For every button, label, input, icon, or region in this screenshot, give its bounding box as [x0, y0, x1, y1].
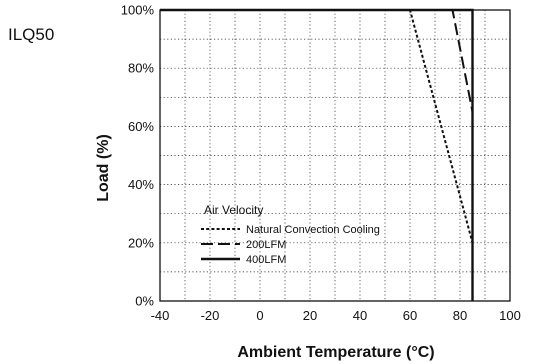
x-tick-label: 80 — [453, 308, 467, 323]
series-lines — [160, 8, 474, 301]
grid — [160, 10, 510, 301]
y-axis-title: Load (%) — [95, 134, 112, 202]
x-axis-title: Ambient Temperature (°C) — [237, 344, 434, 361]
y-tick-label: 0% — [135, 294, 154, 309]
y-tick-label: 40% — [128, 177, 154, 192]
legend: Air Velocity Natural Convection Cooling 20… — [201, 203, 380, 266]
x-tick-label: 20 — [303, 308, 317, 323]
x-axis-ticks: -40 -20 0 20 40 60 80 100 — [151, 308, 521, 323]
series-line-dashed — [160, 9, 474, 113]
chart-title: ILQ50 — [8, 25, 54, 44]
series-line-solid — [160, 8, 474, 301]
x-tick-label: 0 — [256, 308, 263, 323]
x-tick-label: -40 — [151, 308, 170, 323]
x-tick-label: -20 — [201, 308, 220, 323]
y-tick-label: 100% — [121, 3, 155, 18]
y-tick-label: 60% — [128, 119, 154, 134]
x-tick-label: 60 — [403, 308, 417, 323]
y-tick-label: 80% — [128, 61, 154, 76]
legend-title: Air Velocity — [204, 203, 263, 217]
legend-label: 400LFM — [246, 254, 286, 266]
y-tick-label: 20% — [128, 235, 154, 250]
legend-label: Natural Convection Cooling — [246, 224, 380, 236]
x-tick-label: 40 — [353, 308, 367, 323]
x-tick-label: 100 — [499, 308, 521, 323]
legend-label: 200LFM — [246, 239, 286, 251]
y-axis-ticks: 0% 20% 40% 60% 80% 100% — [121, 3, 155, 309]
